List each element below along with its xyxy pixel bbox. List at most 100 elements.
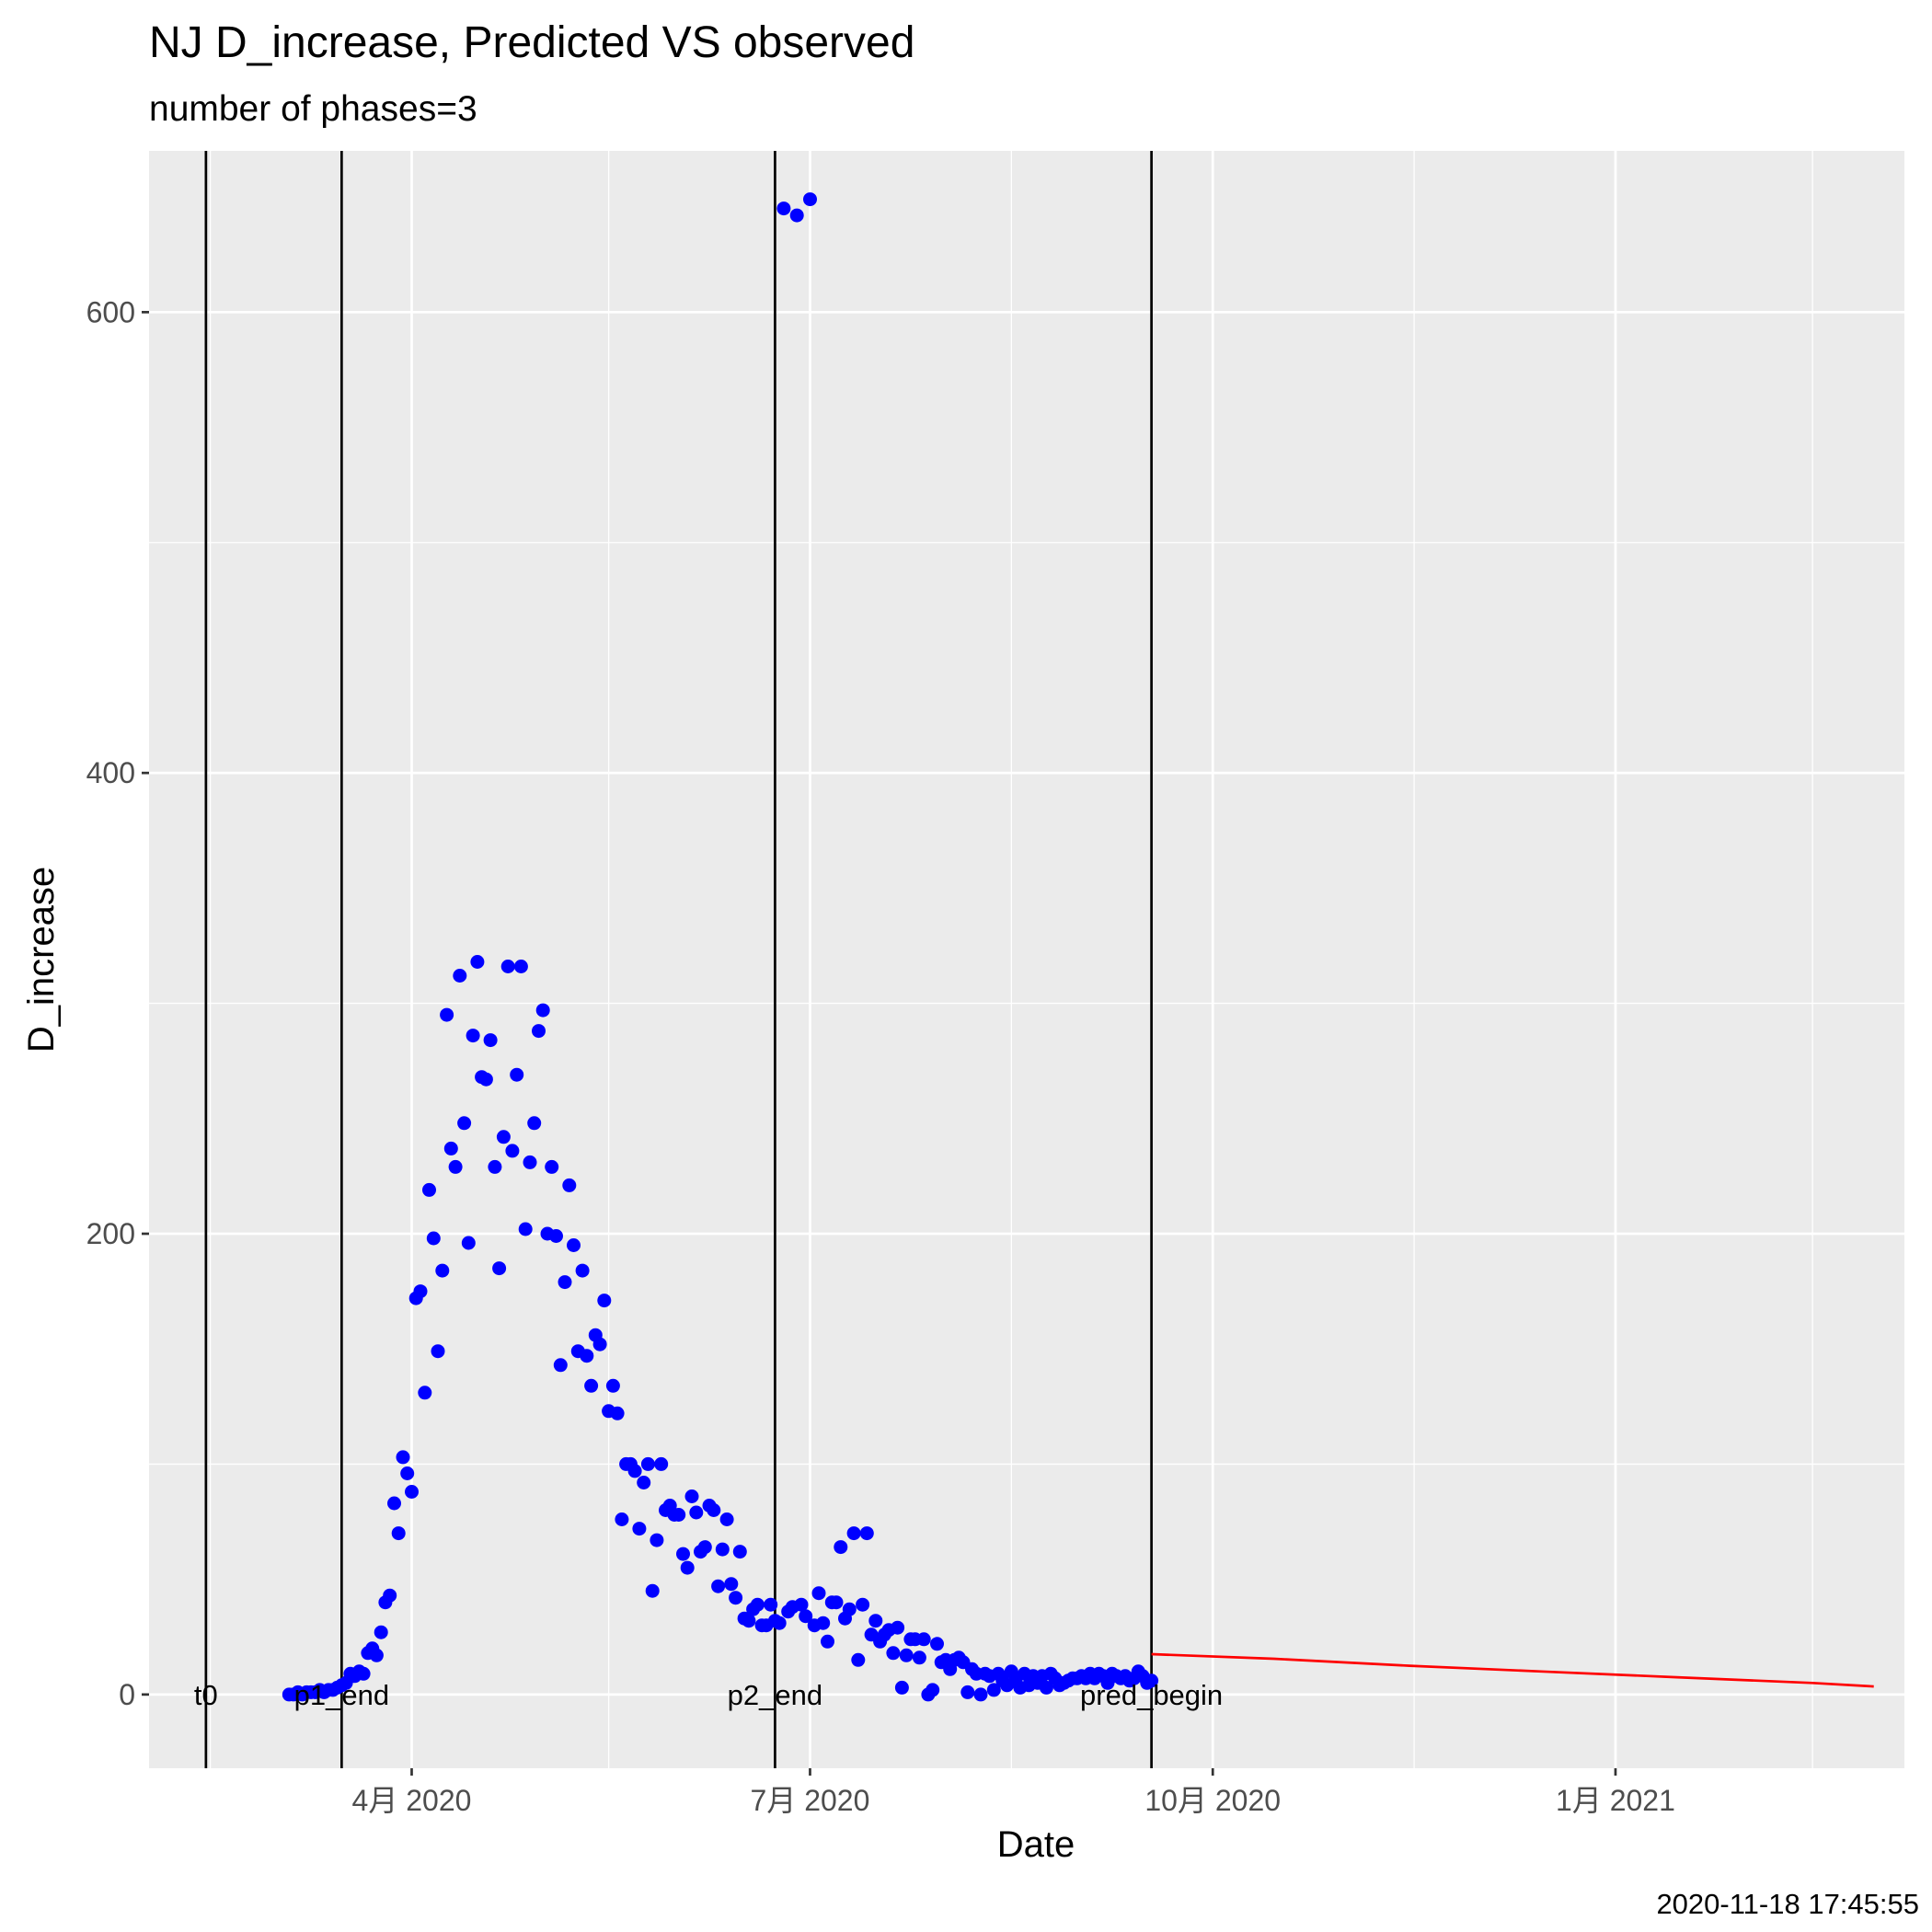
observed-point (729, 1591, 743, 1605)
observed-point (518, 1222, 533, 1236)
observed-point (697, 1540, 712, 1555)
y-tick-label: 400 (86, 756, 135, 789)
observed-point (960, 1685, 975, 1699)
observed-point (553, 1358, 568, 1373)
observed-point (732, 1545, 747, 1559)
observed-point (391, 1526, 406, 1541)
x-tick-label: 10月 2020 (1144, 1784, 1281, 1817)
observed-point (719, 1512, 734, 1526)
observed-point (545, 1159, 559, 1174)
observed-point (724, 1577, 739, 1592)
observed-point (750, 1597, 765, 1612)
x-tick-label: 4月 2020 (352, 1784, 472, 1817)
y-tick-label: 0 (119, 1678, 135, 1711)
observed-point (645, 1583, 660, 1598)
x-axis-ticks: 4月 2020 7月 2020 10月 2020 1月 2021 (352, 1768, 1675, 1817)
observed-point (894, 1680, 909, 1695)
observed-point (448, 1159, 463, 1174)
observed-point (400, 1466, 415, 1480)
observed-point (535, 1003, 550, 1018)
observed-point (680, 1560, 695, 1575)
observed-point (418, 1386, 432, 1400)
x-tick-label: 1月 2021 (1556, 1784, 1675, 1817)
observed-point (615, 1512, 629, 1526)
observed-point (532, 1024, 546, 1039)
observed-point (891, 1620, 905, 1635)
observed-point (505, 1144, 520, 1158)
observed-point (799, 1609, 813, 1624)
observed-point (492, 1261, 507, 1276)
observed-point (457, 1116, 472, 1131)
phase-label: pred_begin (1080, 1679, 1223, 1711)
y-tick-label: 600 (86, 295, 135, 328)
observed-point (431, 1344, 445, 1359)
observed-point (1144, 1673, 1159, 1688)
observed-point (580, 1349, 594, 1363)
observed-point (466, 1029, 480, 1043)
observed-point (405, 1485, 419, 1499)
observed-point (916, 1632, 931, 1647)
observed-point (605, 1378, 620, 1393)
caption-timestamp: 2020-11-18 17:45:55 (1656, 1888, 1919, 1920)
phase-lines (204, 151, 1153, 1768)
observed-point (986, 1683, 1001, 1697)
observed-point (426, 1231, 441, 1246)
observed-point (597, 1294, 612, 1308)
observed-point (627, 1464, 642, 1478)
observed-point (764, 1597, 778, 1612)
observed-points-layer (282, 192, 1159, 1702)
observed-point (562, 1178, 577, 1192)
observed-point (742, 1614, 756, 1628)
observed-point (387, 1496, 401, 1511)
observed-point (776, 201, 791, 216)
y-axis-title: D_increase (21, 867, 62, 1052)
observed-point (584, 1378, 599, 1393)
observed-point (640, 1456, 655, 1471)
observed-point (707, 1503, 721, 1517)
observed-point (654, 1456, 669, 1471)
observed-point (453, 969, 467, 983)
observed-point (930, 1637, 944, 1651)
phase-label: p2_end (728, 1679, 822, 1711)
observed-point (500, 960, 515, 973)
chart-title: NJ D_increase, Predicted VS observed (149, 18, 914, 67)
observed-point (846, 1526, 861, 1541)
observed-point (488, 1159, 502, 1174)
observed-point (821, 1634, 834, 1649)
observed-point (435, 1263, 450, 1278)
observed-point (443, 1141, 458, 1156)
predicted-line (1151, 1652, 1874, 1688)
observed-point (899, 1648, 914, 1662)
observed-point (592, 1337, 607, 1351)
observed-point (527, 1116, 542, 1131)
observed-point (440, 1007, 454, 1022)
x-axis-title: Date (997, 1824, 1075, 1865)
phase-label: t0 (194, 1679, 218, 1711)
chart-subtitle: number of phases=3 (149, 89, 477, 129)
observed-point (396, 1450, 410, 1465)
observed-point (523, 1155, 537, 1169)
predicted-line-layer (1151, 1652, 1874, 1688)
observed-point (610, 1406, 625, 1420)
observed-point (834, 1540, 848, 1555)
grid-lines (149, 151, 1904, 1768)
observed-point (689, 1505, 704, 1520)
observed-point (575, 1263, 590, 1278)
observed-point (672, 1508, 686, 1522)
observed-point (772, 1616, 787, 1630)
observed-point (789, 208, 804, 223)
observed-point (868, 1614, 883, 1628)
observed-point (549, 1229, 563, 1243)
observed-point (422, 1182, 436, 1197)
observed-point (851, 1652, 866, 1667)
observed-point (794, 1597, 809, 1612)
observed-point (461, 1236, 476, 1250)
phase-labels: t0 p1_end p2_end pred_begin (194, 1679, 1223, 1711)
plot-panel (149, 151, 1904, 1768)
observed-point (684, 1489, 699, 1503)
observed-point (973, 1687, 988, 1702)
observed-point (676, 1547, 690, 1561)
observed-point (632, 1522, 647, 1536)
observed-point (369, 1648, 384, 1662)
